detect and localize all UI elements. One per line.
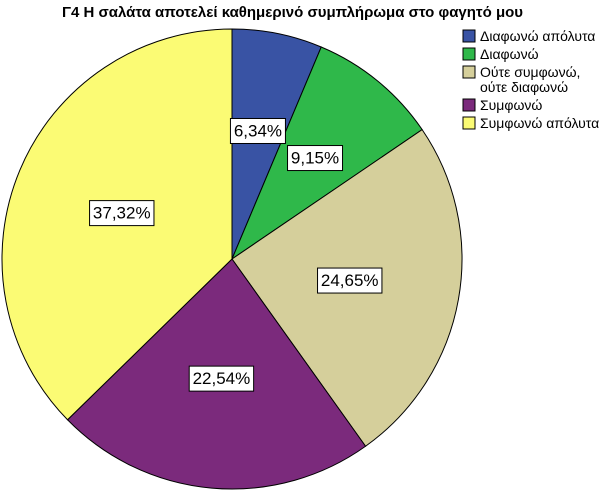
legend-label: Διαφωνώ απόλυτα — [480, 28, 595, 44]
data-label-box — [229, 117, 286, 144]
data-label-box — [317, 267, 383, 294]
legend-item: Συμφωνώ απόλυτα — [462, 115, 599, 131]
legend-swatch — [462, 47, 476, 61]
legend-label: Ούτε συμφωνώ, — [480, 64, 580, 80]
data-label-box — [287, 145, 344, 172]
legend-item: Διαφωνώ απόλυτα — [462, 28, 595, 44]
legend-label: Διαφωνώ — [480, 46, 539, 62]
data-label-text: 24,65% — [321, 271, 379, 290]
data-label-box — [89, 200, 155, 227]
pie-data-labels: 6,34% 9,15% 24,65% 22,54% 37,32% — [89, 117, 383, 392]
legend-item: Διαφωνώ — [462, 46, 539, 62]
pie-slices — [1, 28, 463, 490]
legend-swatch — [462, 116, 476, 130]
legend-swatch — [462, 29, 476, 43]
legend-item: Ούτε συμφωνώ,ούτε διαφωνώ — [462, 64, 580, 95]
data-label-text: 22,54% — [193, 369, 251, 388]
legend-item: Συμφωνώ — [462, 97, 542, 113]
data-label: 9,15% — [287, 145, 344, 172]
data-label-text: 6,34% — [234, 121, 282, 140]
data-label: 6,34% — [229, 117, 286, 144]
data-label: 22,54% — [188, 365, 255, 392]
data-label-box — [188, 365, 255, 392]
data-label-text: 9,15% — [291, 149, 339, 168]
data-label: 24,65% — [317, 267, 383, 294]
legend-label: ούτε διαφωνώ — [480, 79, 568, 95]
legend-label: Συμφωνώ — [480, 97, 542, 113]
data-label-text: 37,32% — [93, 204, 151, 223]
chart-legend: Διαφωνώ απόλυτα Διαφωνώ Ούτε συμφωνώ,ούτε … — [462, 28, 599, 131]
legend-label: Συμφωνώ απόλυτα — [480, 115, 599, 131]
legend-swatch — [462, 65, 476, 79]
legend-swatch — [462, 98, 476, 112]
data-label: 37,32% — [89, 200, 155, 227]
chart-title: Γ4 Η σαλάτα αποτελεί καθημερινό συμπλήρω… — [62, 4, 524, 21]
